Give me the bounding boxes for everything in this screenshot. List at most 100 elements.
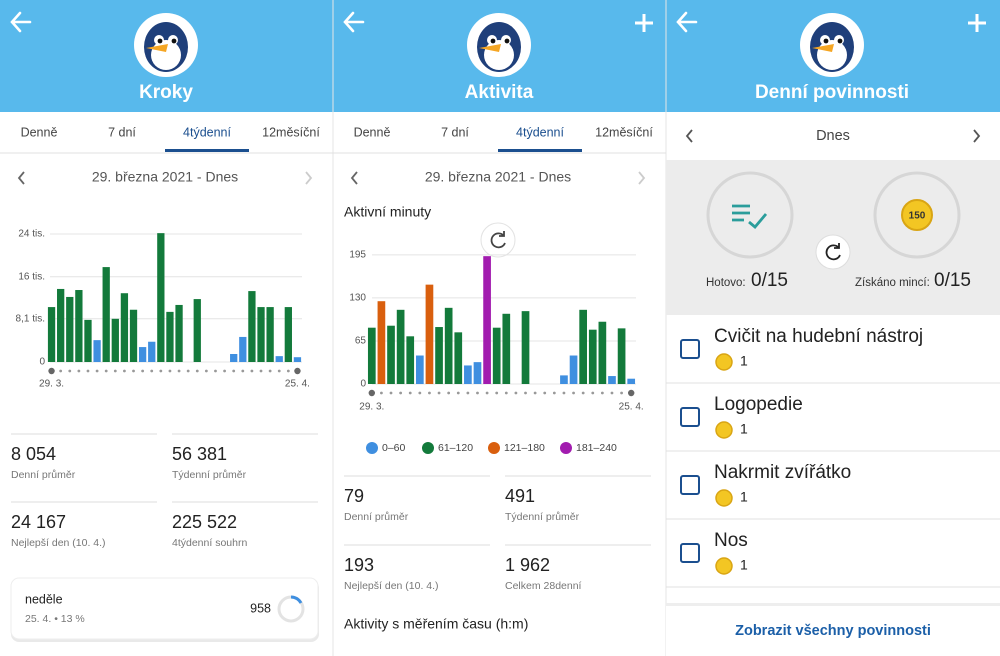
y-tick-label: 195 — [349, 249, 366, 260]
x-axis-dot — [610, 391, 614, 395]
bar — [387, 325, 395, 384]
refresh-icon — [825, 243, 841, 261]
x-axis-dot — [591, 391, 595, 395]
x-axis-dot — [250, 369, 254, 373]
bar — [444, 307, 453, 384]
x-axis-dot — [533, 391, 537, 395]
stat-value: 79 — [344, 486, 364, 506]
x-axis-dot — [368, 389, 376, 397]
x-axis-dot — [389, 391, 393, 395]
tab[interactable]: 7 dní — [108, 125, 136, 139]
bar — [239, 336, 247, 362]
add-button[interactable] — [968, 14, 986, 32]
date-range: 29. března 2021 - Dnes — [92, 169, 238, 185]
stat-value: 193 — [344, 555, 374, 575]
coin-badge — [901, 199, 933, 231]
chart-title: Aktivní minuty — [344, 204, 431, 220]
stat-label: Denní průměr — [344, 511, 409, 523]
bar — [84, 319, 92, 362]
bar — [148, 341, 156, 362]
bar — [129, 309, 138, 362]
penguin-beak — [146, 44, 168, 52]
bar — [102, 267, 110, 362]
tab-indicator — [498, 149, 582, 152]
bar — [415, 355, 424, 384]
next-button[interactable] — [973, 129, 981, 143]
stat-label: Celkem 28denní — [505, 580, 582, 592]
penguin-beak — [479, 44, 501, 52]
bar — [57, 288, 65, 362]
bar — [627, 378, 636, 384]
task-checkbox[interactable] — [680, 339, 700, 359]
x-tick-label: 25. 4. — [619, 402, 644, 413]
task-coins: 1 — [740, 489, 748, 505]
tab-selected[interactable]: 4týdenní — [516, 125, 564, 139]
bar — [93, 340, 101, 362]
y-tick-label: 0 — [39, 357, 45, 368]
bar — [47, 307, 56, 362]
bar — [66, 296, 74, 362]
bar — [569, 355, 578, 384]
x-axis-dot — [132, 369, 135, 373]
day-name: neděle — [25, 592, 63, 606]
task-checkbox[interactable] — [680, 543, 700, 563]
task-checkbox[interactable] — [680, 407, 700, 427]
stat-label: Denní průměr — [11, 469, 76, 481]
x-axis-dot — [495, 391, 499, 395]
tab[interactable]: Denně — [21, 125, 58, 139]
x-axis-dot — [204, 369, 208, 373]
stat-label: Nejlepší den (10. 4.) — [11, 537, 106, 549]
x-axis-dot — [418, 391, 422, 395]
x-tick-label: 29. 3. — [359, 402, 384, 413]
bar — [138, 347, 147, 362]
x-axis-dot — [168, 369, 172, 373]
back-button[interactable] — [343, 11, 365, 33]
tab[interactable]: 7 dní — [441, 125, 469, 139]
tab[interactable]: 12měsíční — [595, 125, 653, 139]
task-checkbox[interactable] — [680, 475, 700, 495]
next-button[interactable] — [638, 171, 646, 185]
x-axis-dot — [466, 391, 470, 395]
prev-button[interactable] — [685, 129, 693, 143]
coin-icon — [715, 489, 733, 507]
x-axis-dot — [408, 391, 412, 395]
refresh-button[interactable] — [480, 222, 516, 258]
y-tick-label: 16 tis. — [18, 271, 45, 282]
footer-shadow — [666, 603, 1000, 607]
prev-button[interactable] — [350, 171, 358, 185]
x-axis-dot — [428, 391, 431, 395]
x-axis-dot — [476, 391, 479, 395]
bar — [492, 327, 501, 384]
task-name: Nos — [714, 530, 748, 551]
bar — [425, 284, 434, 384]
x-axis-dot — [552, 391, 556, 395]
bar — [406, 336, 415, 384]
date-range: 29. března 2021 - Dnes — [425, 169, 571, 185]
day-card — [10, 577, 319, 640]
tasks-icon — [732, 204, 768, 229]
tab[interactable]: Denně — [354, 125, 391, 139]
x-axis-dot — [223, 369, 226, 373]
x-axis-dot — [277, 369, 281, 373]
x-axis-dot — [286, 369, 290, 373]
refresh-button[interactable] — [815, 234, 851, 270]
bar — [608, 376, 616, 384]
back-button[interactable] — [10, 11, 32, 33]
coin-icon — [715, 353, 733, 371]
tab[interactable]: 12měsíční — [262, 125, 320, 139]
next-button[interactable] — [305, 171, 313, 185]
y-tick-label: 65 — [355, 336, 367, 347]
tab-selected[interactable]: 4týdenní — [183, 125, 231, 139]
back-button[interactable] — [676, 11, 698, 33]
x-axis-dot — [456, 391, 460, 395]
coins-label: Získáno mincí: — [855, 277, 930, 289]
add-button[interactable] — [635, 14, 653, 32]
x-axis-dot — [524, 391, 527, 395]
prev-button[interactable] — [17, 171, 25, 185]
show-all-button[interactable]: Zobrazit všechny povinnosti — [735, 623, 931, 639]
x-axis-dot — [514, 391, 518, 395]
x-axis-dot — [141, 369, 145, 373]
penguin-pupil — [171, 38, 177, 44]
bar — [120, 293, 129, 362]
